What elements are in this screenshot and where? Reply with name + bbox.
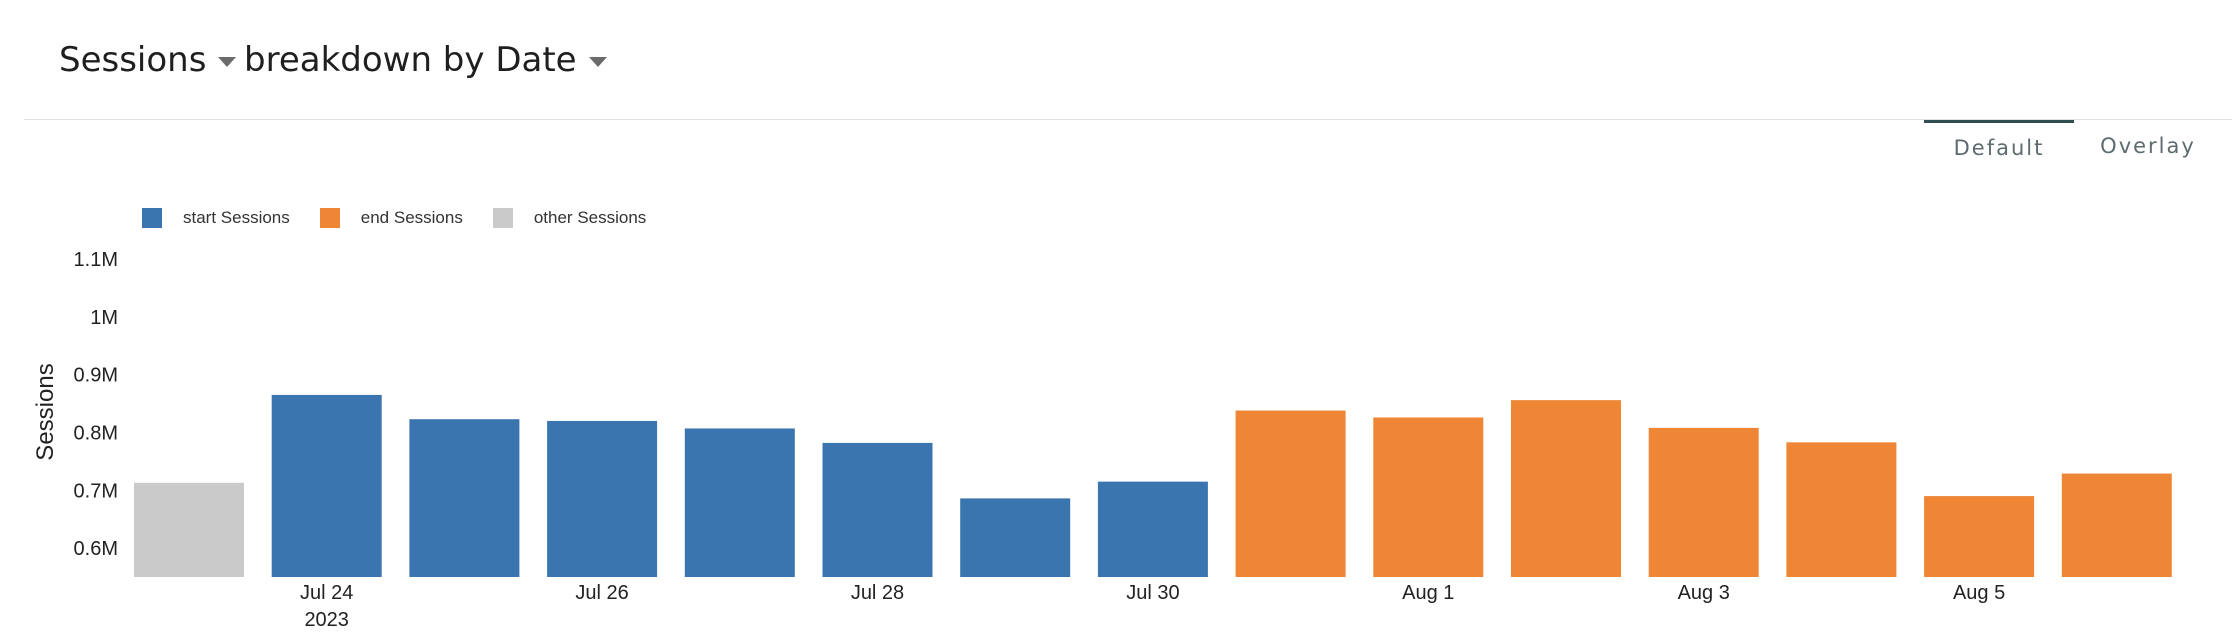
x-tick-label: Jul 28 bbox=[851, 582, 904, 604]
bar[interactable] bbox=[134, 482, 244, 577]
tab-overlay-label: Overlay bbox=[2100, 134, 2196, 158]
y-tick-label: 1.1M bbox=[74, 249, 118, 271]
y-tick-label: 1M bbox=[90, 307, 118, 329]
caret-down-icon bbox=[218, 57, 237, 67]
bar[interactable] bbox=[2061, 473, 2172, 577]
bar[interactable] bbox=[822, 442, 933, 577]
tab-default-label: Default bbox=[1953, 135, 2045, 160]
bar[interactable] bbox=[1511, 400, 1621, 577]
breakdown-label: breakdown by Date bbox=[244, 40, 577, 80]
legend-item-end[interactable]: end Sessions bbox=[319, 208, 463, 228]
chart-legend: start Sessions end Sessions other Sessio… bbox=[142, 208, 676, 228]
legend-item-start[interactable]: start Sessions bbox=[142, 208, 290, 228]
y-tick-label: 0.9M bbox=[74, 365, 118, 387]
bar[interactable] bbox=[409, 419, 520, 577]
metric-label: Sessions bbox=[59, 40, 207, 80]
legend-label-other: other Sessions bbox=[533, 208, 647, 227]
breakdown-selector[interactable]: breakdown by Date bbox=[244, 40, 607, 80]
caret-down-icon bbox=[588, 57, 607, 67]
bar[interactable] bbox=[1648, 427, 1759, 577]
bar[interactable] bbox=[1373, 417, 1484, 577]
y-tick-label: 0.8M bbox=[74, 423, 118, 445]
x-axis: Jul 24 2023 Jul 26 Jul 28 Jul 30 Aug 1 Aug 3 Au… bbox=[300, 582, 2005, 631]
legend-swatch-end bbox=[319, 208, 340, 228]
legend-label-end: end Sessions bbox=[360, 208, 463, 227]
y-tick-label: 0.7M bbox=[74, 480, 118, 502]
bar[interactable] bbox=[960, 498, 1071, 577]
bar[interactable] bbox=[1786, 442, 1897, 577]
x-tick-label: Jul 26 bbox=[575, 582, 628, 604]
x-tick-label: Jul 30 bbox=[1126, 582, 1179, 604]
chart-header: Sessions breakdown by Date bbox=[0, 0, 2232, 120]
legend-item-other[interactable]: other Sessions bbox=[492, 208, 647, 228]
y-tick-label: 0.6M bbox=[74, 538, 118, 560]
x-tick-label: Jul 24 bbox=[300, 582, 353, 604]
y-axis: 0.6M 0.7M 0.8M 0.9M 1M 1.1M bbox=[74, 249, 118, 560]
legend-label-start: start Sessions bbox=[183, 208, 290, 227]
x-tick-label: Aug 5 bbox=[1953, 582, 2005, 604]
metric-selector[interactable]: Sessions bbox=[59, 40, 237, 80]
bar[interactable] bbox=[684, 428, 795, 577]
x-tick-label: Aug 1 bbox=[1402, 582, 1454, 604]
bar[interactable] bbox=[271, 394, 382, 577]
legend-swatch-start bbox=[142, 208, 162, 228]
tab-overlay[interactable]: Overlay bbox=[2086, 120, 2210, 172]
bar[interactable] bbox=[1235, 410, 1346, 577]
bar[interactable] bbox=[1097, 481, 1208, 577]
header-divider bbox=[24, 119, 2232, 120]
bar-series bbox=[134, 394, 2172, 577]
y-axis-title: Sessions bbox=[32, 363, 59, 460]
x-tick-sublabel: 2023 bbox=[304, 609, 349, 631]
legend-swatch-other bbox=[492, 208, 513, 228]
x-tick-label: Aug 3 bbox=[1678, 582, 1730, 604]
tab-default[interactable]: Default bbox=[1924, 120, 2074, 172]
bar[interactable] bbox=[1924, 496, 2035, 577]
bar[interactable] bbox=[547, 420, 658, 577]
